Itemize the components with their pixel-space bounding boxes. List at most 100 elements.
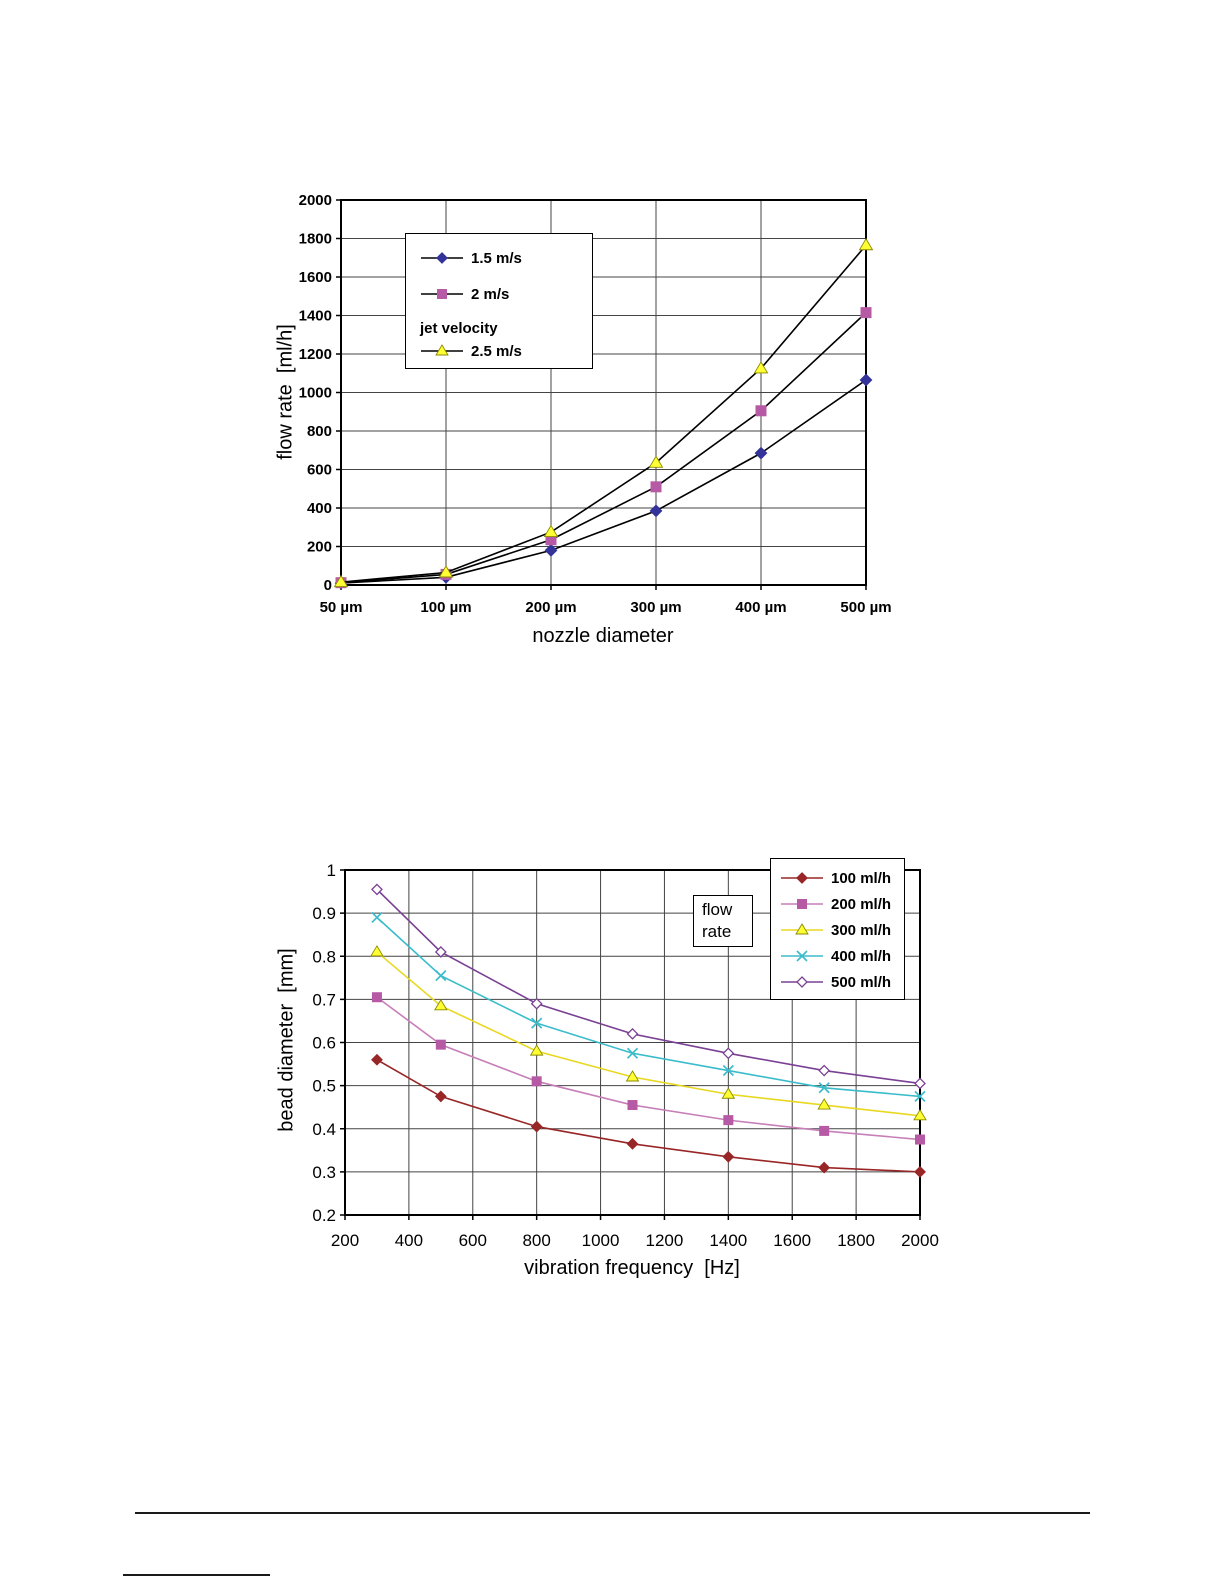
legend-swatch-diamond-open-icon [781, 976, 823, 988]
series-line-2-m-s [340, 312, 867, 584]
x-tick-label: 200 µm [525, 599, 576, 616]
marker-diamond-open [434, 946, 447, 958]
legend-label: 300 ml/h [831, 921, 892, 939]
marker-diamond [754, 446, 768, 460]
legend-entry-500-ml-h: 500 ml/h [780, 972, 898, 992]
plot-border [344, 869, 921, 1216]
bead-diameter-chart-legend: 100 ml/h 200 ml/h 300 ml/h 400 ml/h 500 ml/h [770, 858, 905, 1000]
footnote-rule [123, 1574, 270, 1576]
plot-border [340, 199, 867, 586]
y-tick-label: 0 [324, 577, 332, 594]
x-tick-label: 1200 [646, 1231, 684, 1250]
x-tick-label: 400 µm [735, 599, 786, 616]
y-tick-label: 1200 [299, 346, 332, 363]
marker-triangle [817, 1098, 831, 1110]
marker-x [626, 1047, 639, 1059]
legend-label: 500 ml/h [831, 973, 892, 991]
legend-label: 2 m/s [471, 285, 510, 303]
marker-x [531, 1017, 543, 1029]
y-tick-label: 0.7 [312, 990, 336, 1009]
x-tick-label: 800 [522, 1231, 550, 1250]
x-tick-label: 600 [459, 1231, 487, 1250]
x-tick-label: 1000 [582, 1231, 620, 1250]
series-line-1-5-m-s [340, 379, 867, 584]
marker-diamond [436, 252, 448, 264]
y-tick-label: 200 [307, 539, 332, 556]
series-line-100-ml-h [376, 1059, 921, 1173]
legend-entry-2-m-s: 2 m/s [420, 284, 584, 304]
marker-square [531, 1076, 542, 1087]
marker-triangle [858, 237, 874, 251]
marker-square [915, 1134, 925, 1145]
marker-diamond-open [914, 1077, 926, 1090]
marker-diamond [796, 872, 808, 884]
marker-diamond [434, 1090, 447, 1103]
marker-diamond-open [722, 1047, 735, 1060]
marker-x [435, 970, 447, 982]
marker-triangle [753, 361, 769, 374]
y-tick-label: 1800 [299, 231, 332, 248]
x-tick-label: 200 [331, 1231, 359, 1250]
marker-diamond-open [371, 883, 383, 896]
marker-square [437, 289, 447, 299]
legend-label: 100 ml/h [831, 869, 892, 887]
marker-square [755, 405, 767, 417]
chart-flow-rate-vs-nozzle-diameter: flow rate [ml/h] nozzle diameter 0 200 400… [200, 185, 900, 680]
marker-x [371, 911, 383, 924]
marker-diamond-open [796, 976, 808, 988]
y-tick-label: 800 [307, 423, 332, 440]
flow-rate-chart-canvas: 0 200 400 600 800 1000 1200 1400 1600 1800 2000 50 … [299, 192, 892, 616]
footer-rule [135, 1512, 1090, 1514]
legend-swatch-square-icon [781, 899, 823, 909]
legend-entry-2-5-m-s: 2.5 m/s [420, 341, 584, 361]
x-tick-label: 1600 [773, 1231, 811, 1250]
marker-square [797, 899, 807, 909]
marker-triangle [721, 1087, 736, 1099]
legend-entry-1-5-m-s: 1.5 m/s [420, 248, 584, 268]
y-axis-title-flow-rate: flow rate [ml/h] [274, 324, 297, 460]
y-tick-label: 0.9 [312, 904, 336, 923]
marker-x [914, 1090, 926, 1103]
legend-label: 2.5 m/s [471, 342, 522, 360]
y-tick-label: 0.2 [312, 1206, 336, 1225]
y-tick-label: 1600 [299, 269, 332, 286]
y-tick-label: 0.5 [312, 1077, 336, 1096]
marker-diamond [626, 1137, 639, 1150]
marker-square [371, 992, 382, 1003]
legend-swatch-diamond-icon [421, 252, 463, 264]
marker-square [819, 1125, 830, 1136]
marker-square [627, 1100, 638, 1111]
marker-square [723, 1115, 734, 1126]
marker-square [435, 1039, 446, 1050]
legend-label: 200 ml/h [831, 895, 892, 913]
x-tick-label: 50 µm [320, 599, 363, 616]
marker-x [722, 1064, 734, 1077]
marker-triangle [625, 1070, 640, 1082]
y-tick-label: 0.3 [312, 1163, 336, 1182]
marker-diamond [530, 1120, 543, 1133]
marker-triangle [434, 998, 448, 1011]
y-axis-title-bead-diameter: bead diameter [mm] [275, 948, 298, 1132]
x-tick-label: 2000 [901, 1231, 939, 1250]
legend-label: 1.5 m/s [471, 249, 522, 267]
x-tick-label: 100 µm [420, 599, 471, 616]
marker-diamond-open [626, 1027, 639, 1040]
marker-triangle [435, 344, 449, 356]
marker-x [818, 1082, 830, 1094]
marker-diamond [859, 373, 873, 387]
legend-label: 400 ml/h [831, 947, 892, 965]
y-tick-label: 0.6 [312, 1034, 336, 1053]
y-tick-label: 600 [307, 462, 332, 479]
marker-triangle [795, 923, 809, 935]
legend-note: jet velocity [420, 320, 498, 337]
legend-swatch-triangle-icon [781, 923, 823, 935]
marker-diamond [914, 1165, 926, 1178]
legend-swatch-triangle-icon [421, 344, 463, 356]
y-tick-label: 1400 [299, 308, 332, 325]
series-line-200-ml-h [376, 996, 921, 1141]
y-tick-label: 400 [307, 500, 332, 517]
series-line-2-5-m-s [340, 244, 867, 583]
marker-square [650, 481, 662, 493]
marker-diamond-open [818, 1064, 831, 1077]
